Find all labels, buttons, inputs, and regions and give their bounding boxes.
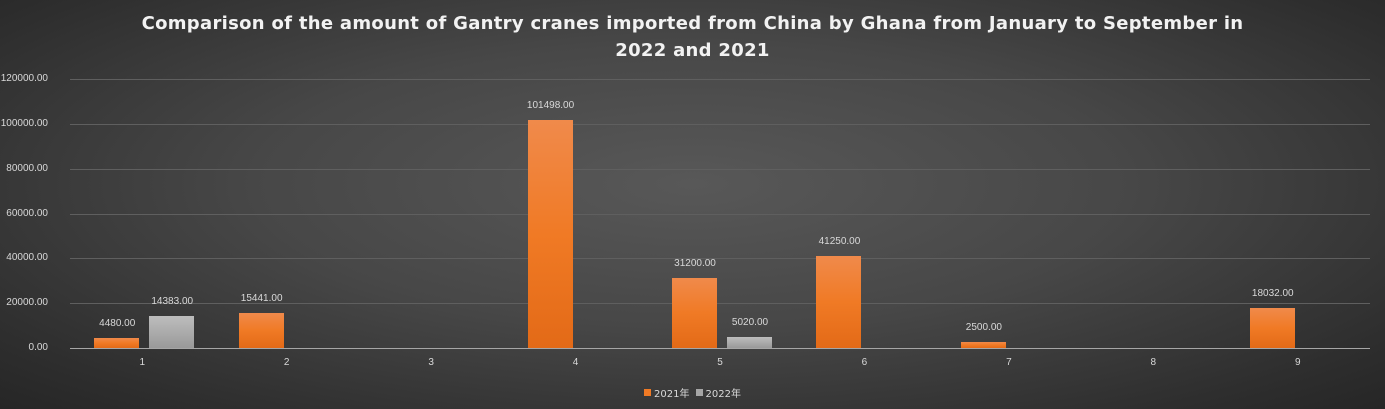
- y-tick-label: 120000.00: [0, 73, 48, 84]
- bar-2021-month-6: [816, 255, 862, 348]
- chart-title-line-2: 2022 and 2021: [615, 40, 770, 61]
- bar-2022-month-5: [727, 336, 772, 348]
- bar-2021-month-2: [238, 313, 284, 348]
- gridline: [70, 168, 1370, 170]
- legend-swatch-icon: [644, 389, 652, 396]
- legend-swatch-icon: [695, 389, 703, 396]
- bar-2022-month-1: [149, 315, 195, 348]
- legend-label: 2021年: [654, 389, 690, 400]
- x-axis-line: [70, 348, 1370, 349]
- x-tick-label: 3: [428, 357, 434, 368]
- y-tick-label: 80000.00: [6, 162, 48, 174]
- chart-title: Comparison of the amount of Gantry crane…: [0, 10, 1385, 64]
- legend: 2021年 2022年: [0, 385, 1385, 400]
- legend-item-2022: 2022年: [695, 385, 741, 400]
- data-label: 41250.00: [818, 235, 861, 247]
- gridline: [70, 258, 1370, 260]
- y-tick-label: 60000.00: [6, 207, 48, 219]
- y-tick-label: 100000.00: [0, 117, 48, 129]
- bar-2021-month-1: [94, 337, 140, 348]
- x-tick-label: 8: [1150, 357, 1157, 368]
- bar-2021-month-4: [527, 120, 573, 348]
- x-tick-label: 4: [572, 357, 579, 368]
- bar-2021-month-7: [960, 342, 1006, 348]
- data-label: 15441.00: [240, 293, 283, 305]
- bar-2021-month-9: [1249, 307, 1295, 348]
- data-label: 14383.00: [151, 295, 194, 307]
- data-label: 31200.00: [674, 258, 716, 270]
- y-tick-label: 0.00: [28, 342, 48, 353]
- gridline: [70, 79, 1370, 80]
- plot-area: 0.00 20000.00 40000.00 60000.00 80000.00 1000…: [1, 73, 1370, 368]
- data-label: 4480.00: [99, 317, 136, 329]
- legend-label: 2022年: [705, 389, 741, 400]
- data-label: 2500.00: [965, 322, 1002, 334]
- legend-item-2021: 2021年: [644, 385, 690, 400]
- x-tick-label: 5: [717, 357, 723, 368]
- gridline: [70, 303, 1370, 305]
- x-tick-label: 9: [1294, 357, 1301, 368]
- x-tick-label: 1: [139, 357, 145, 368]
- data-label: 18032.00: [1251, 287, 1294, 299]
- y-tick-label: 20000.00: [6, 297, 48, 309]
- x-tick-label: 6: [861, 357, 868, 368]
- bar-2021-month-5: [672, 278, 717, 348]
- x-tick-label: 2: [283, 357, 290, 368]
- data-label: 101498.00: [526, 100, 575, 112]
- gridline: [70, 213, 1370, 215]
- data-label: 5020.00: [731, 316, 769, 328]
- chart-title-line-1: Comparison of the amount of Gantry crane…: [141, 13, 1244, 34]
- gridline: [70, 123, 1370, 125]
- x-tick-label: 7: [1006, 357, 1012, 368]
- y-tick-label: 40000.00: [6, 252, 48, 264]
